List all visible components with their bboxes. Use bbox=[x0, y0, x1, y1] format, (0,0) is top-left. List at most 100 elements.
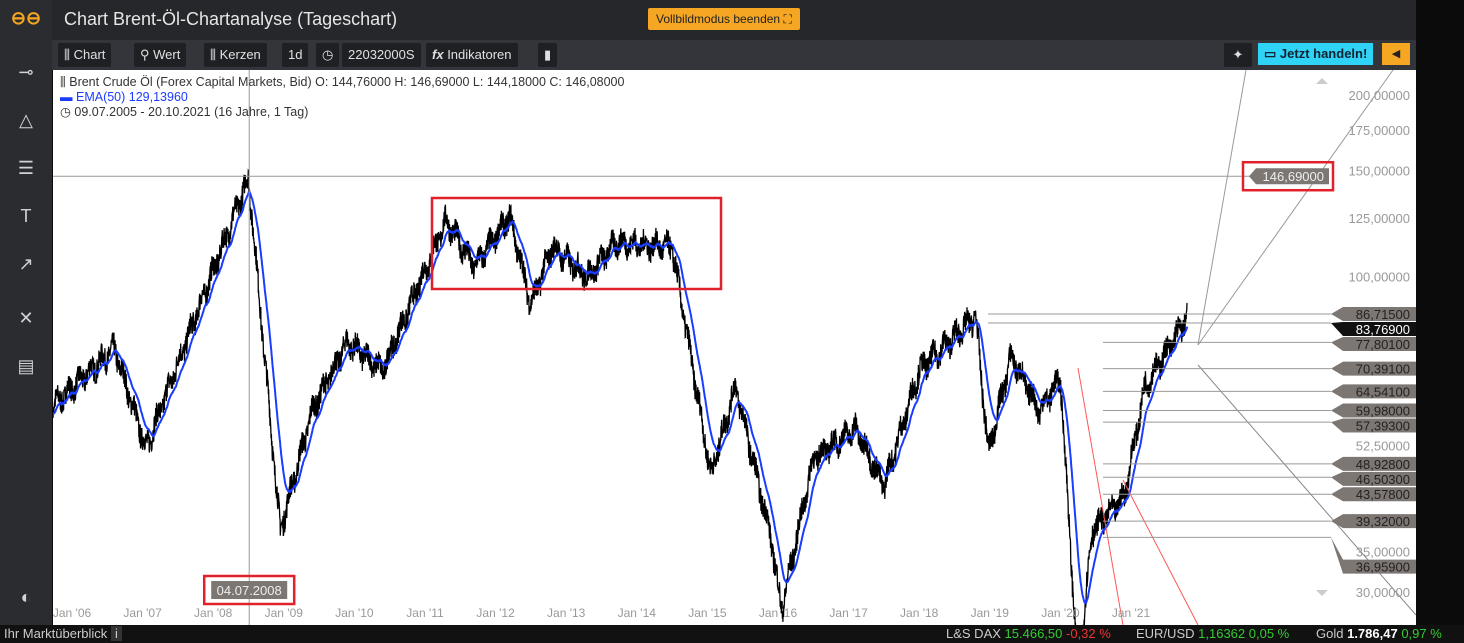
market-overview-link[interactable]: Ihr Marktüberblick i bbox=[4, 625, 122, 643]
chart-legend: ⫼ Brent Crude Öl (Forex Capital Markets,… bbox=[60, 75, 624, 120]
indicators-button[interactable]: fx Indikatoren bbox=[426, 43, 518, 67]
crosshair-price-label: 146,69000 bbox=[1249, 168, 1329, 185]
chart-toolbar: ⫼ Chart ⚲ Wert ⫼ Kerzen 1d ◷ 22032000S f… bbox=[52, 40, 1416, 70]
crosshair-date-text: 04.07.2008 bbox=[217, 583, 282, 598]
highlight-box-price bbox=[1241, 160, 1335, 192]
x-tick-label: Jan '16 bbox=[759, 606, 798, 620]
market-ticker-bar: Ihr Marktüberblick i L&S DAX 15.466,50 -… bbox=[0, 625, 1464, 643]
highlight-box-plateau bbox=[430, 196, 723, 291]
x-tick-label: Jan '08 bbox=[194, 606, 233, 620]
price-label: 43,57800 bbox=[1331, 487, 1416, 502]
y-tick-label: 35,00000 bbox=[1356, 545, 1410, 560]
price-label-bg bbox=[1331, 514, 1416, 529]
price-label-bg bbox=[1331, 487, 1416, 502]
delete-icon[interactable]: ▤ bbox=[17, 356, 35, 376]
range-line: ◷ 09.07.2005 - 20.10.2021 (16 Jahre, 1 T… bbox=[60, 105, 309, 119]
crosshair-price-bg bbox=[1249, 168, 1329, 185]
dax-change: -0,32 % bbox=[1066, 626, 1111, 641]
price-label: 59,98000 bbox=[1331, 403, 1416, 419]
price-label-text: 86,71500 bbox=[1356, 307, 1410, 322]
ticker-dax[interactable]: L&S DAX 15.466,50 -0,32 % bbox=[946, 625, 1111, 643]
ticker-eurusd[interactable]: EUR/USD 1,16362 0,05 % bbox=[1136, 625, 1289, 643]
title-bar: Chart Brent-Öl-Chartanalyse (Tageschart)… bbox=[52, 0, 1416, 40]
crosshair-date-bg bbox=[211, 581, 288, 599]
ema-line bbox=[37, 191, 1189, 604]
price-chart[interactable]: 200,00000 175,00000 150,00000 125,00000 100,… bbox=[37, 69, 1417, 643]
clock-icon: ◷ bbox=[322, 47, 334, 62]
chart-label: Chart bbox=[73, 47, 106, 62]
x-tick-label: Jan '13 bbox=[547, 606, 586, 620]
price-label: 64,54100 bbox=[1331, 384, 1416, 399]
exit-fullscreen-button[interactable]: Vollbildmodus beenden ⛶ bbox=[648, 8, 800, 30]
dax-value: 15.466,50 bbox=[1004, 626, 1063, 641]
ema-line-legend: ▬ EMA(50) 129,13960 bbox=[60, 90, 188, 104]
candles-button[interactable]: ⫼ Kerzen bbox=[204, 43, 267, 67]
eur-name: EUR/USD bbox=[1136, 626, 1195, 641]
scroll-down-icon bbox=[1316, 590, 1328, 596]
y-tick-label: 125,00000 bbox=[1349, 211, 1410, 226]
indikatoren-label: Indikatoren bbox=[447, 47, 512, 62]
x-tick-label: Jan '12 bbox=[476, 606, 515, 620]
x-tick-label: Jan '19 bbox=[971, 606, 1010, 620]
chart-area[interactable]: 200,00000 175,00000 150,00000 125,00000 100,… bbox=[37, 69, 1417, 643]
price-label-bg bbox=[1331, 418, 1416, 433]
price-label: 77,80100 bbox=[1331, 336, 1416, 352]
highlight-box-date bbox=[202, 574, 296, 606]
eur-value: 1,16362 bbox=[1198, 626, 1246, 641]
overview-label: Ihr Marktüberblick bbox=[4, 626, 108, 641]
price-label: 36,95900 bbox=[1331, 537, 1416, 575]
trade-now-button[interactable]: ▭ Jetzt handeln! bbox=[1258, 43, 1374, 65]
ticker-gold[interactable]: Gold 1.786,47 0,97 % bbox=[1316, 625, 1442, 643]
chart-type-button[interactable]: ⫼ Chart bbox=[58, 43, 112, 67]
price-label-bg bbox=[1331, 537, 1416, 574]
y-tick-label: 30,00000 bbox=[1356, 585, 1410, 600]
trendline-tool-icon[interactable]: ↗ bbox=[18, 254, 34, 274]
price-label-text: 77,80100 bbox=[1356, 337, 1410, 352]
red-trend-line bbox=[1077, 367, 1124, 626]
horizontal-line-tool-icon[interactable]: ⊸ bbox=[18, 62, 34, 82]
bookmark-icon: ▮ bbox=[544, 47, 552, 62]
time-value-button[interactable]: 22032000S bbox=[342, 43, 421, 67]
price-label-bg bbox=[1331, 471, 1416, 486]
price-label-text: 57,39300 bbox=[1356, 419, 1410, 434]
price-label: 46,50300 bbox=[1331, 471, 1416, 487]
interval-button[interactable]: 1d bbox=[282, 43, 309, 67]
x-tick-label: Jan '10 bbox=[335, 606, 374, 620]
y-tick-label: 200,00000 bbox=[1349, 88, 1410, 103]
value-search-button[interactable]: ⚲ Wert bbox=[134, 43, 187, 67]
price-label: 83,76900 bbox=[1331, 322, 1416, 337]
ema-value: EMA(50) 129,13960 bbox=[75, 90, 188, 104]
text-tool-icon[interactable]: T bbox=[20, 206, 32, 226]
y-tick-label: 52,50000 bbox=[1356, 438, 1410, 453]
fibonacci-tool-icon[interactable]: ☰ bbox=[17, 158, 35, 178]
price-label-text: 36,95900 bbox=[1356, 560, 1410, 575]
kerzen-label: Kerzen bbox=[219, 47, 261, 62]
price-label-text: 48,92800 bbox=[1356, 457, 1410, 472]
price-label-bg bbox=[1331, 336, 1416, 351]
price-label: 86,71500 bbox=[1331, 306, 1416, 322]
instrument-name: Brent Crude Öl (Forex Capital Markets, B… bbox=[69, 75, 312, 89]
price-label-bg bbox=[1331, 361, 1416, 376]
sparkle-button[interactable]: ✦ bbox=[1224, 43, 1252, 67]
theme-toggle-icon[interactable]: ◐ bbox=[20, 587, 32, 607]
price-label-bg bbox=[1331, 384, 1416, 399]
x-tick-label: Jan '17 bbox=[829, 606, 868, 620]
x-tick-label: Jan '20 bbox=[1041, 606, 1080, 620]
x-tick-label: Jan '07 bbox=[123, 606, 162, 620]
collapse-panel-button[interactable]: ◀ bbox=[1382, 43, 1410, 65]
x-tick-label: Jan '18 bbox=[900, 606, 939, 620]
y-tick-label: 100,00000 bbox=[1349, 270, 1410, 285]
price-label: 70,39100 bbox=[1331, 361, 1416, 377]
triangle-tool-icon[interactable]: △ bbox=[19, 110, 33, 130]
price-label: 39,32000 bbox=[1331, 514, 1416, 529]
left-sidebar: ⊖⊖ ⊸ △ ☰ T ↗ ✕ ▤ ◐ bbox=[0, 0, 52, 625]
ohlc-values: O: 144,76000 H: 146,69000 L: 144,18000 C… bbox=[315, 75, 625, 89]
exit-fullscreen-label: Vollbildmodus beenden bbox=[656, 12, 781, 26]
info-icon: i bbox=[110, 626, 122, 641]
tools-icon[interactable]: ✕ bbox=[18, 308, 34, 328]
bookmark-button[interactable]: ▮ bbox=[538, 43, 558, 67]
price-label: 48,92800 bbox=[1331, 456, 1416, 472]
clock-button[interactable]: ◷ bbox=[316, 43, 340, 67]
x-tick-label: Jan '06 bbox=[53, 606, 91, 620]
logo-icon[interactable]: ⊖⊖ bbox=[10, 8, 42, 28]
